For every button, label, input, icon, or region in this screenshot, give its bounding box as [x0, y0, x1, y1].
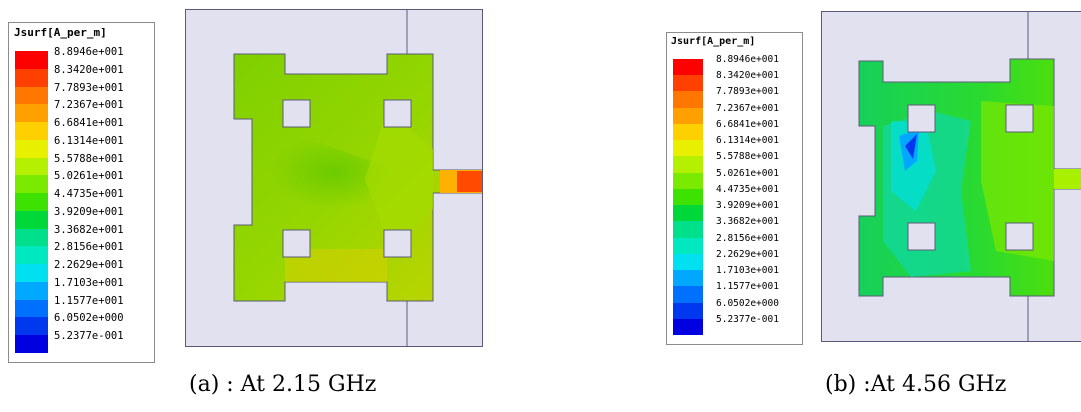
legend-value: 2.8156e+001	[716, 232, 779, 244]
legend-swatch	[673, 302, 703, 320]
legend-swatch	[673, 286, 703, 304]
legend-swatch	[673, 91, 703, 109]
legend-value: 3.3682e+001	[716, 216, 779, 228]
slot-a4	[383, 229, 412, 258]
legend-swatch	[673, 107, 703, 125]
legend-swatch	[15, 264, 48, 283]
legend-swatch	[673, 188, 703, 206]
legend-value: 7.7893e+001	[716, 86, 779, 98]
legend-swatch	[673, 59, 703, 76]
legend-swatch	[15, 335, 48, 354]
legend-swatch	[15, 299, 48, 318]
legend-swatch	[15, 157, 48, 176]
legend-swatch	[673, 270, 703, 287]
legend-value: 7.2367e+001	[716, 102, 779, 114]
slot-b3	[907, 222, 936, 251]
legend-value: 3.9209e+001	[54, 205, 124, 218]
field-right-a	[365, 109, 433, 249]
slot-b1	[907, 104, 936, 133]
legend-value: 1.7103e+001	[54, 276, 124, 289]
legend-value: 3.3682e+001	[54, 223, 124, 236]
legend-swatch	[15, 281, 48, 301]
legend-value: 6.6841e+001	[716, 118, 779, 130]
legend-swatch	[673, 123, 703, 141]
legend-value: 7.7893e+001	[54, 81, 124, 94]
legend-swatch	[15, 104, 48, 123]
current-plot-b	[821, 11, 1081, 342]
legend-value: 4.4735e+001	[54, 188, 124, 201]
legend-value: 5.5788e+001	[54, 152, 124, 165]
legend-value: 8.3420e+001	[54, 63, 124, 76]
legend-a-title: Jsurf[A_per_m]	[14, 26, 107, 39]
legend-value: 6.6841e+001	[54, 117, 124, 130]
legend-value: 6.0502e+000	[54, 312, 124, 325]
legend-value: 1.1577e+001	[54, 294, 124, 307]
legend-swatch	[15, 86, 48, 105]
caption-a: (a) : At 2.15 GHz	[189, 372, 377, 397]
legend-swatch	[15, 228, 48, 247]
feed-b	[1054, 169, 1081, 189]
feed-hotspot-core-a	[457, 171, 482, 192]
legend-value: 5.2377e-001	[716, 313, 779, 325]
legend-value: 6.1314e+001	[716, 135, 779, 147]
legend-a: Jsurf[A_per_m] 8.8946e+001 8.3420e+001 7.7…	[8, 22, 155, 363]
legend-value: 5.0261e+001	[716, 167, 779, 179]
legend-b-title: Jsurf[A_per_m]	[671, 36, 756, 47]
legend-swatch	[673, 140, 703, 157]
legend-swatch	[673, 221, 703, 239]
slot-b4	[1005, 222, 1034, 251]
slot-b2	[1005, 104, 1034, 133]
legend-value: 7.2367e+001	[54, 99, 124, 112]
slot-a1	[282, 99, 311, 128]
legend-value: 3.9209e+001	[716, 200, 779, 212]
field-deepblue-b	[905, 134, 917, 159]
legend-swatch	[15, 68, 48, 87]
legend-swatch	[673, 253, 703, 271]
legend-value: 5.5788e+001	[716, 151, 779, 163]
legend-value: 1.1577e+001	[716, 281, 779, 293]
legend-swatch	[673, 156, 703, 174]
legend-value: 5.2377e-001	[54, 330, 124, 343]
legend-swatch	[15, 193, 48, 212]
legend-swatch	[15, 210, 48, 230]
legend-swatch	[673, 75, 703, 92]
legend-b: Jsurf[A_per_m] 8.8946e+001 8.3420e+001 7.7…	[666, 32, 803, 345]
slot-a2	[383, 99, 412, 128]
legend-swatch	[15, 175, 48, 194]
legend-value: 5.0261e+001	[54, 170, 124, 183]
legend-value: 2.2629e+001	[716, 248, 779, 260]
legend-value: 8.3420e+001	[716, 70, 779, 82]
caption-b: (b) :At 4.56 GHz	[825, 372, 1007, 397]
legend-value: 1.7103e+001	[716, 265, 779, 277]
current-plot-a	[185, 9, 483, 347]
legend-swatch	[15, 122, 48, 141]
legend-value: 6.0502e+000	[716, 297, 779, 309]
slot-a3	[282, 229, 311, 258]
field-lightgreen-b	[981, 101, 1054, 261]
legend-value: 8.8946e+001	[54, 46, 124, 58]
legend-value: 2.8156e+001	[54, 241, 124, 254]
legend-swatch	[673, 237, 703, 255]
legend-value: 2.2629e+001	[54, 259, 124, 272]
legend-swatch	[15, 139, 48, 159]
legend-value: 6.1314e+001	[54, 134, 124, 147]
legend-swatch	[15, 51, 48, 70]
legend-value: 4.4735e+001	[716, 183, 779, 195]
legend-value: 8.8946e+001	[716, 54, 779, 65]
legend-swatch	[673, 318, 703, 336]
legend-swatch	[15, 246, 48, 265]
legend-swatch	[673, 172, 703, 190]
legend-swatch	[673, 205, 703, 222]
legend-swatch	[15, 317, 48, 336]
